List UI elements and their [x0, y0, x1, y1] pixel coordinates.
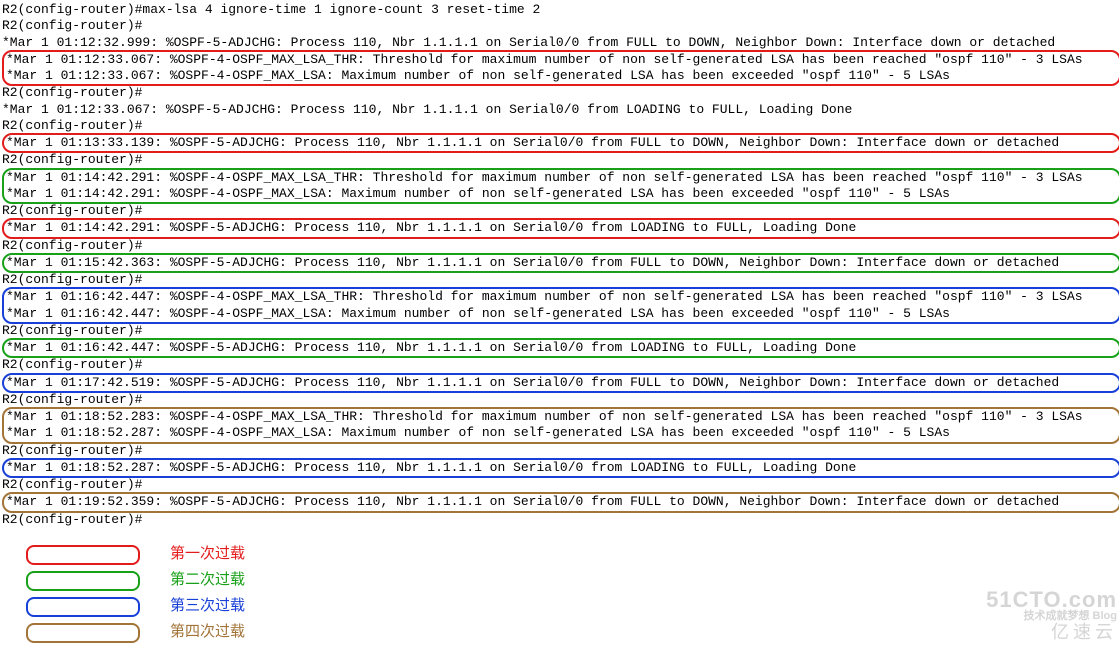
- prompt: R2(config-router)#: [2, 272, 1119, 288]
- overload-2-down: *Mar 1 01:15:42.363: %OSPF-5-ADJCHG: Pro…: [2, 253, 1119, 273]
- legend-swatch-red: [26, 545, 140, 565]
- overload-4-down: *Mar 1 01:19:52.359: %OSPF-5-ADJCHG: Pro…: [2, 492, 1119, 512]
- overload-3-full: *Mar 1 01:18:52.287: %OSPF-5-ADJCHG: Pro…: [2, 458, 1119, 478]
- legend-swatch-green: [26, 571, 140, 591]
- prompt: R2(config-router)#: [2, 392, 1119, 408]
- overload-3-thr: *Mar 1 01:16:42.447: %OSPF-4-OSPF_MAX_LS…: [2, 287, 1119, 324]
- overload-3-down: *Mar 1 01:17:42.519: %OSPF-5-ADJCHG: Pro…: [2, 373, 1119, 393]
- log: *Mar 1 01:12:33.067: %OSPF-4-OSPF_MAX_LS…: [6, 52, 1117, 68]
- overload-2-thr: *Mar 1 01:14:42.291: %OSPF-4-OSPF_MAX_LS…: [2, 168, 1119, 205]
- prompt: R2(config-router)#: [2, 357, 1119, 373]
- legend-label: 第二次过载: [170, 571, 245, 590]
- prompt: R2(config-router)#: [2, 18, 1119, 34]
- legend-label: 第一次过载: [170, 545, 245, 564]
- log: *Mar 1 01:18:52.287: %OSPF-5-ADJCHG: Pro…: [6, 460, 1117, 476]
- overload-1-thr: *Mar 1 01:12:33.067: %OSPF-4-OSPF_MAX_LS…: [2, 50, 1119, 87]
- log-down: *Mar 1 01:12:32.999: %OSPF-5-ADJCHG: Pro…: [2, 35, 1119, 51]
- legend: 第一次过载 第二次过载 第三次过载 第四次过载: [2, 542, 1119, 646]
- legend-row-3: 第三次过载: [2, 594, 1119, 620]
- overload-4-thr: *Mar 1 01:18:52.283: %OSPF-4-OSPF_MAX_LS…: [2, 407, 1119, 444]
- overload-1-full: *Mar 1 01:14:42.291: %OSPF-5-ADJCHG: Pro…: [2, 218, 1119, 238]
- log: *Mar 1 01:16:42.447: %OSPF-4-OSPF_MAX_LS…: [6, 306, 1117, 322]
- watermark-line: 51CTO.com: [986, 588, 1117, 611]
- log: *Mar 1 01:16:42.447: %OSPF-4-OSPF_MAX_LS…: [6, 289, 1117, 305]
- legend-label: 第三次过载: [170, 597, 245, 616]
- legend-row-1: 第一次过载: [2, 542, 1119, 568]
- prompt: R2(config-router)#: [2, 323, 1119, 339]
- prompt: R2(config-router)#: [2, 118, 1119, 134]
- prompt: R2(config-router)#: [2, 152, 1119, 168]
- legend-label: 第四次过载: [170, 623, 245, 642]
- watermark-line: 亿速云: [986, 623, 1117, 642]
- log: *Mar 1 01:14:42.291: %OSPF-4-OSPF_MAX_LS…: [6, 170, 1117, 186]
- log: *Mar 1 01:12:33.067: %OSPF-4-OSPF_MAX_LS…: [6, 68, 1117, 84]
- prompt: R2(config-router)#: [2, 85, 1119, 101]
- overload-2-full: *Mar 1 01:16:42.447: %OSPF-5-ADJCHG: Pro…: [2, 338, 1119, 358]
- log: *Mar 1 01:18:52.283: %OSPF-4-OSPF_MAX_LS…: [6, 409, 1117, 425]
- legend-row-4: 第四次过载: [2, 620, 1119, 646]
- overload-1-down: *Mar 1 01:13:33.139: %OSPF-5-ADJCHG: Pro…: [2, 133, 1119, 153]
- log: *Mar 1 01:16:42.447: %OSPF-5-ADJCHG: Pro…: [6, 340, 1117, 356]
- log: *Mar 1 01:14:42.291: %OSPF-4-OSPF_MAX_LS…: [6, 186, 1117, 202]
- log: *Mar 1 01:14:42.291: %OSPF-5-ADJCHG: Pro…: [6, 220, 1117, 236]
- prompt: R2(config-router)#: [2, 238, 1119, 254]
- cmd-line: R2(config-router)#max-lsa 4 ignore-time …: [2, 2, 1119, 18]
- prompt: R2(config-router)#: [2, 512, 1119, 528]
- legend-swatch-brown: [26, 623, 140, 643]
- log: *Mar 1 01:15:42.363: %OSPF-5-ADJCHG: Pro…: [6, 255, 1117, 271]
- prompt: R2(config-router)#: [2, 443, 1119, 459]
- watermark: 51CTO.com 技术成就梦想 Blog 亿速云: [986, 588, 1117, 642]
- watermark-line: 技术成就梦想 Blog: [986, 611, 1117, 623]
- log-full: *Mar 1 01:12:33.067: %OSPF-5-ADJCHG: Pro…: [2, 102, 1119, 118]
- prompt: R2(config-router)#: [2, 477, 1119, 493]
- legend-row-2: 第二次过载: [2, 568, 1119, 594]
- log: *Mar 1 01:18:52.287: %OSPF-4-OSPF_MAX_LS…: [6, 425, 1117, 441]
- prompt: R2(config-router)#: [2, 203, 1119, 219]
- log: *Mar 1 01:19:52.359: %OSPF-5-ADJCHG: Pro…: [6, 494, 1117, 510]
- legend-swatch-blue: [26, 597, 140, 617]
- log: *Mar 1 01:13:33.139: %OSPF-5-ADJCHG: Pro…: [6, 135, 1117, 151]
- log: *Mar 1 01:17:42.519: %OSPF-5-ADJCHG: Pro…: [6, 375, 1117, 391]
